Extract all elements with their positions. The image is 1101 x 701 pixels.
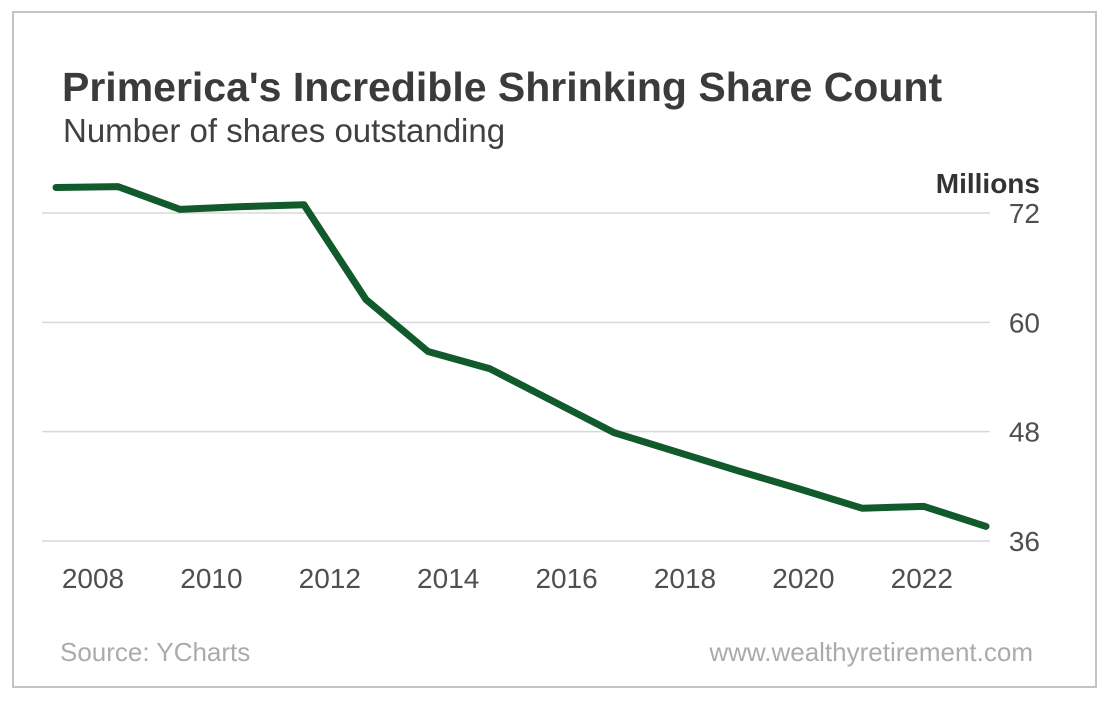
shares-outstanding-line xyxy=(52,183,990,530)
x-tick-label: 2014 xyxy=(417,563,479,594)
website-credit: www.wealthyretirement.com xyxy=(709,637,1033,667)
chart-title: Primerica's Incredible Shrinking Share C… xyxy=(62,64,943,110)
x-tick-label: 2022 xyxy=(891,563,953,594)
source-credit: Source: YCharts xyxy=(60,637,251,667)
y-tick-label: 60 xyxy=(1009,307,1040,338)
x-tick-label: 2008 xyxy=(62,563,124,594)
y-tick-label: 72 xyxy=(1009,198,1040,229)
y-tick-label: 36 xyxy=(1009,526,1040,557)
x-tick-label: 2018 xyxy=(654,563,716,594)
chart-subtitle: Number of shares outstanding xyxy=(63,112,506,149)
x-tick-label: 2020 xyxy=(772,563,834,594)
x-tick-label: 2012 xyxy=(299,563,361,594)
y-tick-label: 48 xyxy=(1009,417,1040,448)
x-tick-label: 2016 xyxy=(535,563,597,594)
y-axis-unit-label: Millions xyxy=(935,168,1040,199)
x-tick-label: 2010 xyxy=(180,563,242,594)
